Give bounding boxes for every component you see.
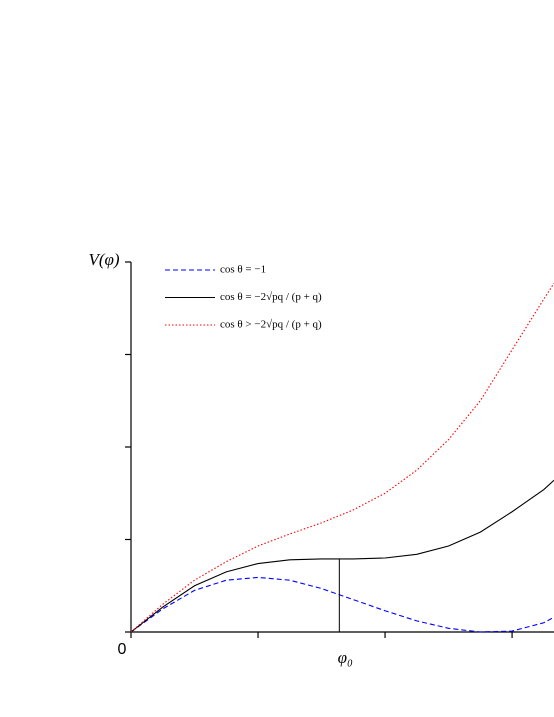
series-line [130, 479, 554, 633]
y-axis-label: V(φ) [88, 250, 119, 269]
legend-label: cos θ = −2√pq / (p + q) [220, 291, 322, 303]
series-line [130, 576, 554, 633]
legend-label: cos θ = −1 [220, 264, 266, 276]
legend-label: cos θ > −2√pq / (p + q) [220, 319, 322, 331]
series-line [130, 282, 554, 633]
annotation-label: φ₀ [338, 648, 353, 667]
origin-label: 0 [118, 641, 127, 658]
